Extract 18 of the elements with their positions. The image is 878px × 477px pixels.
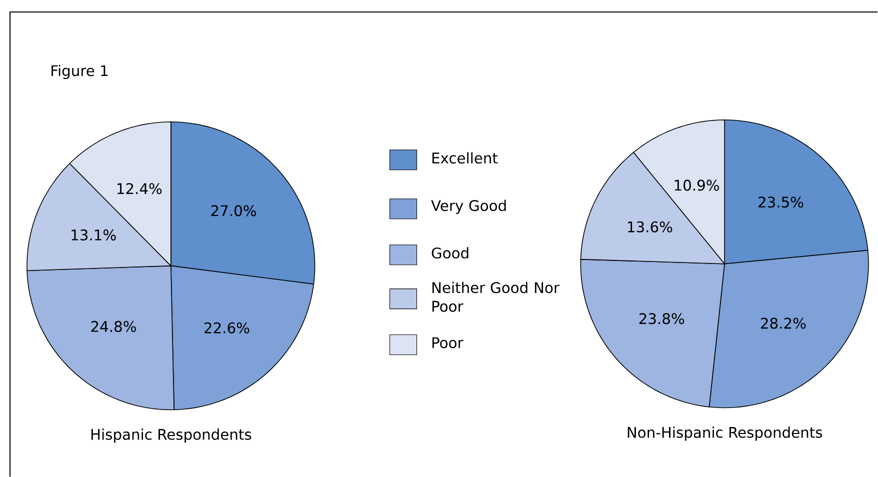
data-label: 28.2%	[760, 318, 806, 329]
data-label: 13.1%	[72, 229, 116, 240]
data-label: 22.6%	[204, 322, 250, 334]
data-label: 13.6%	[628, 221, 672, 232]
legend-label: Very Good	[431, 200, 506, 214]
text: Hispanic Respondents	[91, 428, 252, 443]
data-label: 24.8%	[91, 320, 136, 332]
legend-label: Neither Good Nor Poor	[432, 282, 560, 312]
legend-label: Good	[432, 247, 468, 258]
data-label: 23.5%	[758, 196, 804, 208]
legend-label: Excellent	[432, 152, 498, 164]
data-label: 23.8%	[639, 312, 684, 324]
data-label: 12.4%	[117, 182, 162, 194]
caption: Figure 1	[52, 64, 108, 79]
data-label: 10.9%	[674, 180, 719, 191]
data-label: 27.0%	[211, 205, 256, 216]
legend-label: Poor	[432, 337, 464, 348]
text: Non-Hispanic Respondents	[628, 426, 822, 441]
